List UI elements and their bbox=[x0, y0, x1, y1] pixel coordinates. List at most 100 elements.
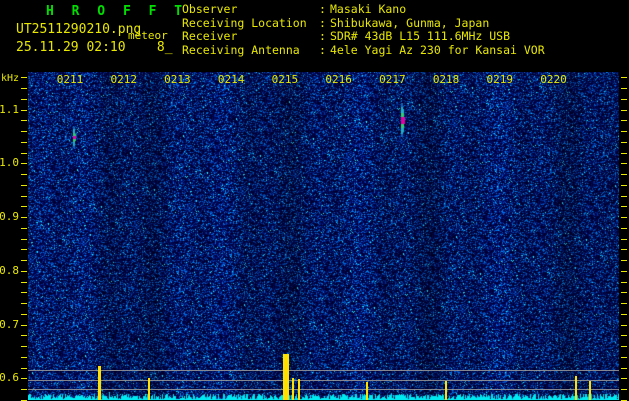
y-axis-tick bbox=[21, 77, 27, 79]
meteor-echo-spike bbox=[292, 378, 294, 400]
y-axis-tick-right bbox=[621, 346, 627, 348]
metadata-row: Receiving Location : Shibukawa, Gunma, J… bbox=[182, 15, 545, 31]
y-axis-tick-right bbox=[621, 152, 627, 154]
metadata-key: Receiving Antenna bbox=[182, 42, 300, 57]
y-axis-tick-right bbox=[621, 184, 627, 186]
y-axis-tick-right bbox=[621, 163, 627, 165]
y-axis-tick bbox=[21, 389, 27, 391]
y-axis-tick bbox=[21, 260, 27, 262]
y-axis-tick-label: 0.7 bbox=[0, 317, 19, 331]
y-axis-tick-label: 0.8 bbox=[0, 263, 19, 277]
meteor-echo-trail bbox=[399, 103, 407, 137]
y-axis-tick-right bbox=[621, 195, 627, 197]
y-axis-tick-right bbox=[621, 238, 627, 240]
y-axis-tick-right bbox=[621, 313, 627, 315]
metadata-value: Masaki Kano bbox=[330, 2, 407, 16]
metadata-colon: : bbox=[319, 15, 326, 30]
y-axis-tick-right bbox=[621, 88, 627, 90]
y-axis-tick-right bbox=[621, 389, 627, 391]
metadata-key: Receiver bbox=[182, 29, 238, 43]
y-axis-tick bbox=[21, 174, 27, 176]
y-axis-tick bbox=[21, 88, 27, 90]
y-axis-tick bbox=[21, 120, 27, 122]
metadata-value: Shibukawa, Gunma, Japan bbox=[330, 15, 490, 30]
y-axis-tick-right bbox=[621, 260, 627, 262]
y-axis-tick-right bbox=[621, 77, 627, 79]
y-axis-tick-right bbox=[621, 367, 627, 369]
metadata-row: Receiver : SDR# 43dB L15 111.6MHz USB bbox=[182, 29, 545, 44]
y-axis-tick-right bbox=[621, 356, 627, 358]
meteor-echo-spike bbox=[98, 365, 101, 400]
y-axis-tick bbox=[21, 98, 27, 100]
y-axis-tick bbox=[21, 324, 27, 326]
y-axis-unit-label: kHz bbox=[0, 73, 19, 84]
y-axis-right bbox=[619, 72, 629, 401]
y-axis-tick-right bbox=[621, 227, 627, 229]
y-axis-tick bbox=[21, 367, 27, 369]
y-axis-tick bbox=[21, 141, 27, 143]
y-axis-tick-right bbox=[621, 281, 627, 283]
y-axis-tick-right bbox=[621, 174, 627, 176]
metadata-key: Observer bbox=[182, 2, 238, 16]
y-axis-tick-right bbox=[621, 292, 627, 294]
horizontal-gridline bbox=[28, 370, 619, 371]
y-axis-tick-label: 0.9 bbox=[0, 210, 19, 224]
y-axis-tick bbox=[21, 292, 27, 294]
y-axis-tick-right bbox=[621, 141, 627, 143]
y-axis-tick bbox=[21, 152, 27, 154]
y-axis-tick bbox=[21, 303, 27, 305]
y-axis-tick-right bbox=[621, 335, 627, 337]
y-axis-tick-right bbox=[621, 378, 627, 380]
y-axis-tick bbox=[21, 184, 27, 186]
meteor-echo-spike bbox=[445, 381, 447, 400]
y-axis-tick-label: 0.6 bbox=[0, 371, 19, 385]
meteor-echo-spike bbox=[589, 380, 591, 400]
metadata-block: Observer : Masaki Kano Receiving Locatio… bbox=[182, 2, 545, 58]
y-axis-tick-right bbox=[621, 249, 627, 251]
y-axis-tick bbox=[21, 195, 27, 197]
y-axis-tick-right bbox=[621, 270, 627, 272]
metadata-colon: : bbox=[319, 42, 326, 57]
y-axis-tick bbox=[21, 281, 27, 283]
y-axis-tick-right bbox=[621, 206, 627, 208]
horizontal-gridline bbox=[28, 380, 619, 381]
y-axis-tick bbox=[21, 131, 27, 133]
meteor-echo-spike bbox=[283, 354, 289, 400]
meteor-echo-spike bbox=[298, 379, 300, 400]
y-axis: kHz 1.1 1.0 0.9 0.8 0.7 0.6 bbox=[0, 72, 28, 401]
y-axis-tick bbox=[21, 335, 27, 337]
filename-label: UT2511290210.png bbox=[16, 22, 142, 37]
meteor-echo-trail bbox=[71, 126, 78, 148]
spectrogram-canvas bbox=[28, 72, 619, 400]
meteor-overlay-label: meteor bbox=[128, 29, 168, 42]
y-axis-tick-right bbox=[621, 324, 627, 326]
y-axis-tick bbox=[21, 249, 27, 251]
y-axis-tick bbox=[21, 217, 27, 219]
spectrogram-noise-layer bbox=[28, 72, 619, 400]
y-axis-tick bbox=[21, 163, 27, 165]
metadata-colon: : bbox=[319, 29, 326, 43]
y-axis-tick bbox=[21, 227, 27, 229]
app-logo: H R O F F T bbox=[46, 4, 188, 19]
meteor-echo-spike bbox=[575, 376, 577, 400]
meteor-echo-spike bbox=[148, 377, 150, 400]
y-axis-tick-right bbox=[621, 109, 627, 111]
y-axis-tick bbox=[21, 378, 27, 380]
y-axis-tick-label: 1.0 bbox=[0, 156, 19, 170]
y-axis-tick bbox=[21, 346, 27, 348]
metadata-value: SDR# 43dB L15 111.6MHz USB bbox=[330, 29, 511, 43]
y-axis-tick-label: 1.1 bbox=[0, 102, 19, 116]
y-axis-tick bbox=[21, 356, 27, 358]
y-axis-tick bbox=[21, 270, 27, 272]
metadata-row: Receiving Antenna : 4ele Yagi Az 230 for… bbox=[182, 42, 545, 58]
y-axis-tick-right bbox=[621, 217, 627, 219]
timestamp-label: 25.11.29 02:10 8_ bbox=[16, 40, 173, 55]
y-axis-tick bbox=[21, 109, 27, 111]
header-panel: H R O F F T UT2511290210.png meteor 25.1… bbox=[0, 0, 629, 72]
metadata-row: Observer : Masaki Kano bbox=[182, 2, 545, 17]
y-axis-tick-right bbox=[621, 131, 627, 133]
metadata-key: Receiving Location bbox=[182, 15, 307, 30]
y-axis-tick bbox=[21, 206, 27, 208]
metadata-value: 4ele Yagi Az 230 for Kansai VOR bbox=[330, 42, 545, 57]
